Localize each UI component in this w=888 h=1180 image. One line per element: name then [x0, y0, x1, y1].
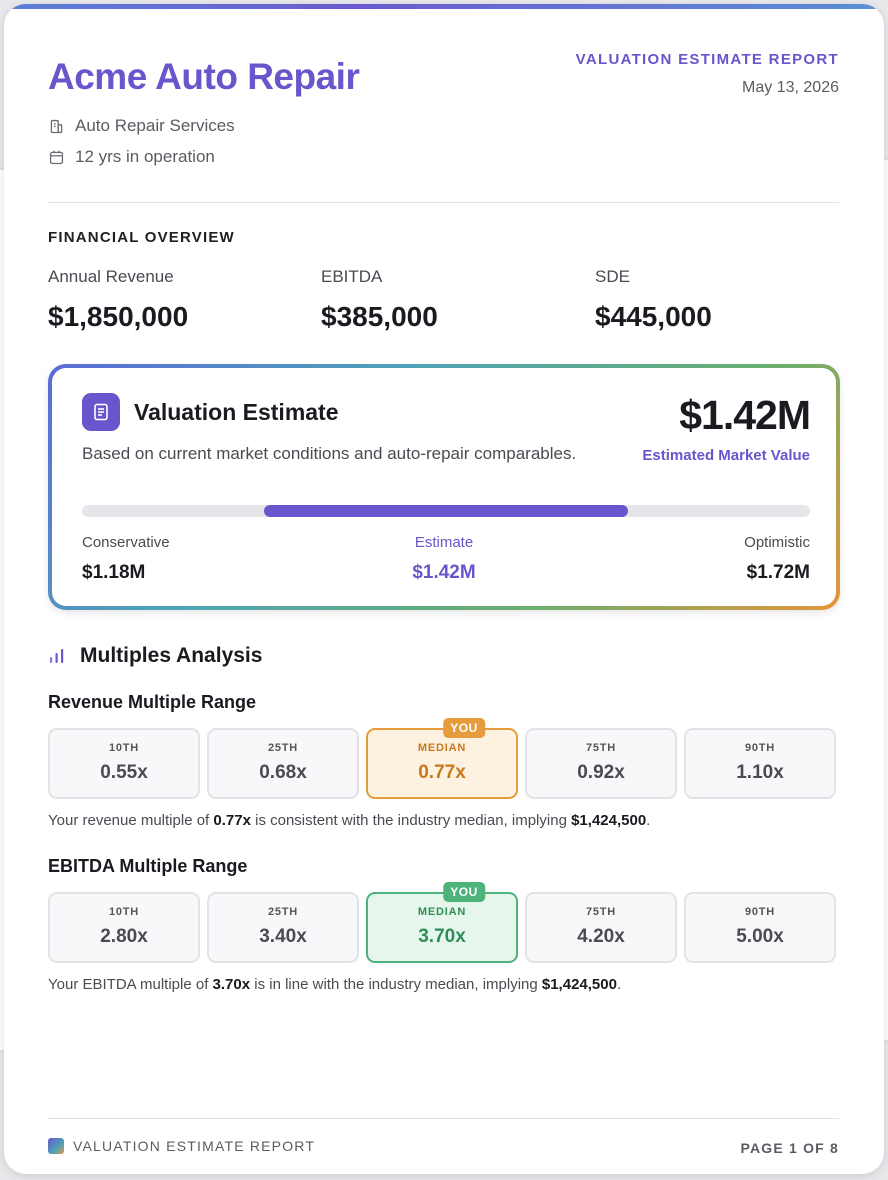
range-optimistic: Optimistic $1.72M	[744, 534, 810, 584]
revenue-tile-25th: 25TH 0.68x	[207, 728, 359, 799]
metric-label: EBITDA	[321, 267, 383, 286]
range-estimate: Estimate $1.42M	[52, 534, 836, 584]
metric-value: $445,000	[595, 301, 712, 332]
ebitda-multiple-heading: EBITDA Multiple Range	[48, 856, 248, 876]
valuation-range-track	[82, 505, 810, 517]
industry-label: Auto Repair Services	[75, 116, 235, 135]
report-label: VALUATION ESTIMATE REPORT	[575, 51, 839, 68]
multiples-heading: Multiples Analysis	[48, 644, 262, 668]
ebitda-multiple-note: Your EBITDA multiple of 3.70x is in line…	[48, 976, 621, 993]
note-multiple: 0.77x	[213, 812, 251, 829]
revenue-multiple-tiles: 10TH 0.55x 25TH 0.68x YOU MEDIAN 0.77x 7…	[48, 718, 836, 799]
industry-row: Auto Repair Services	[48, 116, 235, 136]
top-accent-bar	[4, 4, 884, 9]
metric-value: $385,000	[321, 301, 438, 332]
tile-value: 5.00x	[736, 926, 784, 947]
ebitda-tile-25th: 25TH 3.40x	[207, 892, 359, 963]
document-icon	[82, 393, 120, 431]
metric-sde: SDE $445,000	[595, 267, 712, 333]
metric-ebitda: EBITDA $385,000	[321, 267, 438, 333]
range-value: $1.18M	[82, 562, 146, 583]
estimated-value: $1.42M	[679, 392, 811, 438]
report-logo-icon	[48, 1138, 64, 1154]
header-divider	[48, 202, 839, 203]
tile-percentile: 25TH	[267, 742, 299, 754]
tile-value: 0.77x	[418, 762, 466, 783]
metric-value: $1,850,000	[48, 301, 189, 332]
metric-label: Annual Revenue	[48, 267, 174, 286]
revenue-tile-median: YOU MEDIAN 0.77x	[366, 718, 518, 799]
revenue-tile-10th: 10TH 0.55x	[48, 728, 200, 799]
tile-percentile: 10TH	[108, 742, 140, 754]
page-number: PAGE 1 OF 8	[740, 1140, 839, 1156]
revenue-multiple-heading: Revenue Multiple Range	[48, 692, 257, 712]
report-page: Acme Auto Repair Auto Repair Services 12…	[4, 4, 884, 1174]
revenue-tile-75th: 75TH 0.92x	[525, 728, 677, 799]
tile-value: 1.10x	[736, 762, 784, 783]
tile-percentile: MEDIAN	[417, 906, 467, 918]
note-implied-value: $1,424,500	[541, 976, 617, 993]
note-text: .	[646, 812, 651, 829]
tile-percentile: 90TH	[744, 742, 776, 754]
range-label: Optimistic	[744, 534, 810, 551]
bar-chart-icon	[50, 649, 64, 663]
note-text: Your revenue multiple of	[48, 812, 214, 829]
you-badge: YOU	[443, 882, 485, 902]
ebitda-multiple-tiles: 10TH 2.80x 25TH 3.40x YOU MEDIAN 3.70x 7…	[48, 882, 836, 963]
revenue-tile-90th: 90TH 1.10x	[684, 728, 836, 799]
range-value: $1.42M	[412, 562, 476, 583]
note-text: .	[616, 976, 622, 993]
valuation-subtitle: Based on current market conditions and a…	[82, 444, 577, 463]
ebitda-tile-median: YOU MEDIAN 3.70x	[366, 882, 518, 963]
range-label: Conservative	[82, 534, 170, 551]
note-multiple: 3.70x	[212, 976, 251, 993]
tile-percentile: 75TH	[585, 906, 617, 918]
metric-revenue: Annual Revenue $1,850,000	[48, 267, 188, 333]
building-icon	[50, 119, 63, 133]
tile-percentile: 10TH	[108, 906, 140, 918]
you-badge: YOU	[443, 718, 485, 738]
tile-percentile: 75TH	[585, 742, 617, 754]
footer-divider	[48, 1118, 839, 1119]
tile-value: 0.68x	[259, 762, 307, 783]
valuation-title: Valuation Estimate	[134, 399, 339, 425]
note-text: is consistent with the industry median, …	[250, 812, 572, 829]
report-date: May 13, 2026	[742, 79, 839, 96]
multiples-title: Multiples Analysis	[80, 644, 263, 667]
metric-label: SDE	[595, 267, 630, 286]
tile-percentile: 25TH	[267, 906, 299, 918]
valuation-card: Valuation Estimate Based on current mark…	[48, 364, 840, 610]
valuation-range-fill	[264, 505, 628, 517]
calendar-icon	[49, 150, 64, 164]
footer-brand: VALUATION ESTIMATE REPORT	[48, 1138, 315, 1154]
financial-overview-heading: FINANCIAL OVERVIEW	[48, 229, 235, 246]
years-label: 12 yrs in operation	[75, 147, 215, 166]
tile-value: 3.70x	[418, 926, 466, 947]
tile-value: 2.80x	[100, 926, 148, 947]
range-conservative: Conservative $1.18M	[82, 534, 170, 584]
note-implied-value: $1,424,500	[571, 812, 647, 829]
years-row: 12 yrs in operation	[48, 147, 215, 167]
tile-value: 3.40x	[259, 926, 307, 947]
tile-value: 0.55x	[100, 762, 148, 783]
estimated-value-label: Estimated Market Value	[642, 447, 810, 464]
ebitda-tile-10th: 10TH 2.80x	[48, 892, 200, 963]
tile-value: 0.92x	[577, 762, 625, 783]
ebitda-tile-75th: 75TH 4.20x	[525, 892, 677, 963]
footer-title: VALUATION ESTIMATE REPORT	[73, 1138, 316, 1154]
note-text: is in line with the industry median, imp…	[250, 976, 542, 993]
tile-value: 4.20x	[577, 926, 625, 947]
ebitda-tile-90th: 90TH 5.00x	[684, 892, 836, 963]
range-label: Estimate	[414, 534, 474, 551]
tile-percentile: 90TH	[744, 906, 776, 918]
range-value: $1.72M	[746, 562, 810, 583]
note-text: Your EBITDA multiple of	[48, 976, 213, 993]
revenue-multiple-note: Your revenue multiple of 0.77x is consis…	[48, 812, 650, 829]
company-name: Acme Auto Repair	[48, 56, 360, 97]
tile-percentile: MEDIAN	[417, 742, 467, 754]
